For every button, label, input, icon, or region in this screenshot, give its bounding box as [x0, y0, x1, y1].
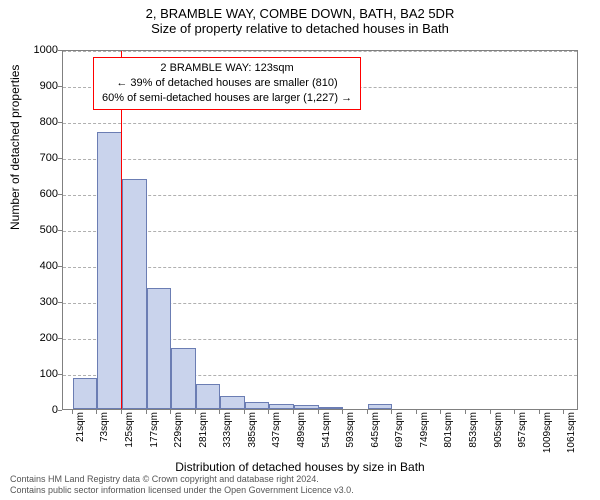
x-tick-label: 593sqm: [345, 412, 356, 462]
x-tick-mark: [514, 410, 515, 414]
y-tick-mark: [58, 302, 62, 303]
x-tick-mark: [170, 410, 171, 414]
histogram-bar: [269, 404, 294, 409]
y-tick-label: 600: [18, 188, 58, 200]
y-tick-mark: [58, 122, 62, 123]
x-tick-mark: [490, 410, 491, 414]
y-tick-mark: [58, 230, 62, 231]
footer-line2: Contains public sector information licen…: [10, 485, 354, 496]
histogram-bar: [196, 384, 221, 409]
histogram-chart: 2 BRAMBLE WAY: 123sqm← 39% of detached h…: [62, 50, 578, 410]
x-tick-mark: [563, 410, 564, 414]
histogram-bar: [319, 407, 344, 409]
x-tick-mark: [318, 410, 319, 414]
x-tick-mark: [391, 410, 392, 414]
y-tick-label: 300: [18, 296, 58, 308]
y-tick-label: 0: [18, 404, 58, 416]
x-tick-label: 957sqm: [517, 412, 528, 462]
x-tick-mark: [146, 410, 147, 414]
y-tick-mark: [58, 410, 62, 411]
x-tick-mark: [539, 410, 540, 414]
y-tick-mark: [58, 194, 62, 195]
x-tick-label: 489sqm: [296, 412, 307, 462]
x-tick-label: 229sqm: [173, 412, 184, 462]
histogram-bar: [171, 348, 196, 409]
x-tick-label: 801sqm: [443, 412, 454, 462]
annotation-line2: ← 39% of detached houses are smaller (81…: [102, 76, 352, 91]
x-tick-label: 645sqm: [370, 412, 381, 462]
y-tick-label: 500: [18, 224, 58, 236]
grid-line: [63, 123, 577, 124]
y-tick-label: 900: [18, 80, 58, 92]
histogram-bar: [294, 405, 319, 409]
x-tick-label: 697sqm: [394, 412, 405, 462]
x-tick-label: 281sqm: [198, 412, 209, 462]
x-tick-mark: [293, 410, 294, 414]
x-tick-label: 905sqm: [493, 412, 504, 462]
x-tick-mark: [195, 410, 196, 414]
y-tick-label: 800: [18, 116, 58, 128]
y-tick-mark: [58, 374, 62, 375]
x-tick-mark: [416, 410, 417, 414]
x-tick-label: 437sqm: [271, 412, 282, 462]
x-tick-label: 1009sqm: [542, 412, 553, 462]
x-tick-mark: [121, 410, 122, 414]
y-tick-label: 1000: [18, 44, 58, 56]
histogram-bar: [147, 288, 172, 409]
x-tick-label: 541sqm: [321, 412, 332, 462]
y-tick-mark: [58, 266, 62, 267]
y-tick-label: 200: [18, 332, 58, 344]
y-tick-label: 400: [18, 260, 58, 272]
x-tick-label: 385sqm: [247, 412, 258, 462]
x-tick-label: 749sqm: [419, 412, 430, 462]
x-tick-label: 853sqm: [468, 412, 479, 462]
x-tick-mark: [96, 410, 97, 414]
x-tick-label: 333sqm: [222, 412, 233, 462]
histogram-bar: [122, 179, 147, 409]
x-tick-mark: [244, 410, 245, 414]
y-tick-label: 700: [18, 152, 58, 164]
x-tick-label: 21sqm: [75, 412, 86, 462]
x-tick-mark: [342, 410, 343, 414]
x-tick-mark: [465, 410, 466, 414]
x-tick-label: 73sqm: [99, 412, 110, 462]
x-tick-mark: [72, 410, 73, 414]
x-tick-label: 177sqm: [149, 412, 160, 462]
x-axis-label: Distribution of detached houses by size …: [0, 460, 600, 474]
histogram-bar: [245, 402, 270, 409]
histogram-bar: [220, 396, 245, 409]
x-tick-mark: [367, 410, 368, 414]
y-tick-mark: [58, 50, 62, 51]
x-tick-label: 1061sqm: [566, 412, 577, 462]
y-tick-mark: [58, 158, 62, 159]
annotation-box: 2 BRAMBLE WAY: 123sqm← 39% of detached h…: [93, 57, 361, 110]
histogram-bar: [368, 404, 393, 409]
footer-line1: Contains HM Land Registry data © Crown c…: [10, 474, 354, 485]
y-tick-mark: [58, 338, 62, 339]
footer-attribution: Contains HM Land Registry data © Crown c…: [10, 474, 354, 496]
chart-title-line1: 2, BRAMBLE WAY, COMBE DOWN, BATH, BA2 5D…: [0, 0, 600, 21]
y-tick-mark: [58, 86, 62, 87]
annotation-line1: 2 BRAMBLE WAY: 123sqm: [102, 61, 352, 76]
x-tick-mark: [219, 410, 220, 414]
histogram-bar: [97, 132, 122, 409]
grid-line: [63, 159, 577, 160]
y-tick-label: 100: [18, 368, 58, 380]
x-tick-label: 125sqm: [124, 412, 135, 462]
grid-line: [63, 51, 577, 52]
chart-title-line2: Size of property relative to detached ho…: [0, 21, 600, 40]
x-tick-mark: [440, 410, 441, 414]
histogram-bar: [73, 378, 98, 409]
x-tick-mark: [268, 410, 269, 414]
annotation-line3: 60% of semi-detached houses are larger (…: [102, 91, 352, 106]
